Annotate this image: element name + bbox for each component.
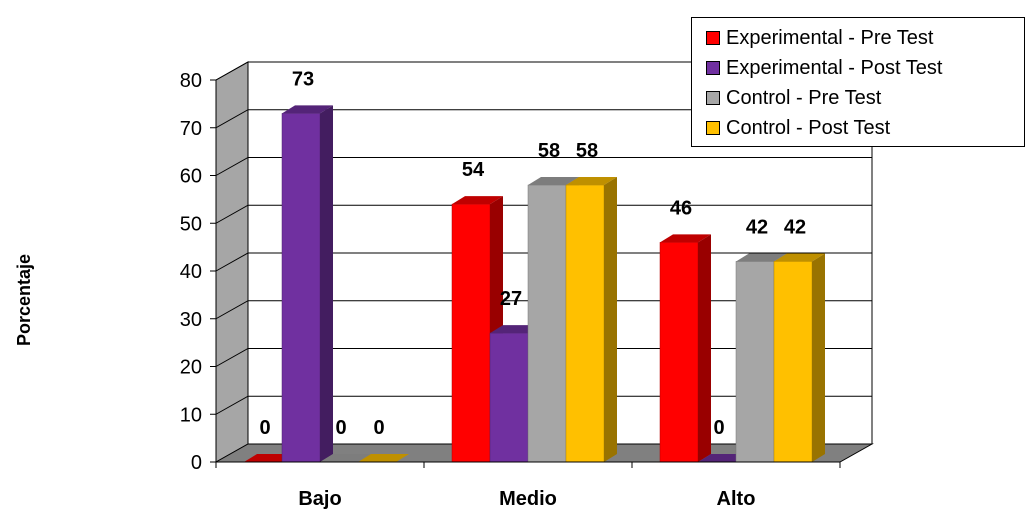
legend-label: Control - Pre Test — [726, 86, 882, 109]
bar — [659, 234, 711, 463]
bar-top — [774, 253, 825, 262]
y-tick-label: 30 — [180, 309, 202, 331]
gridline — [215, 109, 872, 129]
bar-front — [527, 184, 567, 463]
bar-front — [281, 113, 321, 463]
data-label: 42 — [784, 216, 806, 238]
legend-label: Control - Post Test — [726, 116, 891, 139]
bar-top — [566, 177, 617, 186]
legend-item-control-pre: Control - Pre Test — [706, 84, 881, 112]
bar-top — [528, 177, 579, 186]
gridline — [215, 157, 872, 176]
y-axis: 0 10 20 30 40 50 60 70 80 — [180, 70, 217, 474]
bar — [281, 105, 333, 463]
legend-item-experimental-post: Experimental - Post Test — [706, 54, 942, 82]
bar-side — [320, 105, 333, 463]
bar-front — [565, 184, 605, 463]
x-tick-label: Alto — [717, 488, 756, 510]
data-label: 0 — [373, 417, 384, 439]
legend-label: Experimental - Post Test — [726, 56, 943, 79]
data-label: 0 — [259, 417, 270, 439]
legend-item-control-post: Control - Post Test — [706, 114, 890, 142]
data-label: 58 — [538, 140, 560, 162]
legend-swatch — [706, 61, 720, 75]
y-tick-label: 10 — [180, 404, 202, 426]
bar-front — [659, 242, 699, 463]
y-tick-label: 20 — [180, 357, 202, 379]
bar-front — [489, 332, 529, 463]
y-tick-label: 60 — [180, 166, 202, 188]
bar — [773, 253, 825, 463]
bars — [244, 105, 825, 463]
y-tick-label: 50 — [180, 213, 202, 235]
bar — [565, 177, 617, 463]
x-axis: Bajo Medio Alto — [215, 461, 841, 510]
bar-front — [773, 261, 813, 463]
x-tick-label: Bajo — [298, 488, 341, 510]
y-tick-label: 80 — [180, 70, 202, 92]
legend-item-experimental-pre: Experimental - Pre Test — [706, 24, 934, 52]
data-label: 73 — [292, 68, 314, 90]
gridline — [215, 204, 872, 224]
data-label: 27 — [500, 288, 522, 310]
bar-top — [282, 105, 333, 114]
bar-top — [452, 196, 503, 205]
bar-top — [736, 253, 787, 262]
chart-legend: Experimental - Pre Test Experimental - P… — [691, 17, 1025, 147]
bar-top — [660, 234, 711, 243]
gridline — [215, 61, 872, 81]
data-label: 0 — [713, 417, 724, 439]
data-labels: 0 73 0 0 54 27 58 58 46 0 42 42 — [259, 68, 806, 439]
x-tick-label: Medio — [499, 488, 557, 510]
bar-top — [358, 454, 409, 462]
data-label: 54 — [462, 159, 485, 181]
bar-top — [320, 454, 371, 462]
y-tick-label: 0 — [191, 452, 202, 474]
data-label: 0 — [335, 417, 346, 439]
data-label: 46 — [670, 197, 692, 219]
y-axis-title: Porcentaje — [14, 254, 34, 346]
bar-front — [735, 261, 775, 463]
legend-swatch — [706, 31, 720, 45]
bar — [320, 454, 371, 462]
legend-label: Experimental - Pre Test — [726, 26, 934, 49]
legend-swatch — [706, 121, 720, 135]
bar-side — [604, 177, 617, 463]
y-tick-label: 70 — [180, 118, 202, 140]
bar-front — [451, 203, 491, 463]
data-label: 58 — [576, 140, 598, 162]
data-label: 42 — [746, 216, 768, 238]
y-tick-label: 40 — [180, 261, 202, 283]
legend-swatch — [706, 91, 720, 105]
bar — [358, 454, 409, 462]
bar-side — [698, 234, 711, 462]
bar-side — [812, 253, 825, 462]
